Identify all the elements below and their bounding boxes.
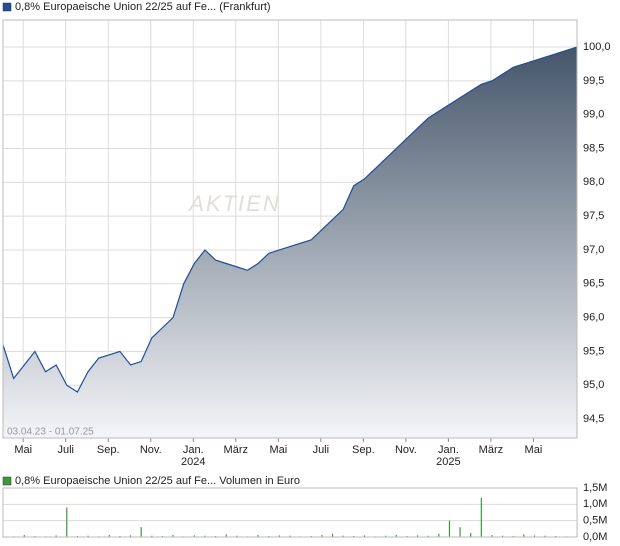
volume-bar	[501, 535, 504, 537]
y-tick-label: 98,5	[583, 142, 604, 154]
x-tick-label: Mai	[14, 444, 32, 456]
y-tick-label: 95,5	[583, 345, 604, 357]
volume-bar	[385, 535, 387, 537]
volume-bar	[172, 535, 174, 537]
volume-bar	[140, 527, 142, 537]
volume-bar	[151, 535, 153, 537]
x-tick-label: Nov.	[395, 444, 417, 456]
x-tick-label: Sep.	[352, 444, 375, 456]
y-tick-label: 95,0	[583, 379, 604, 391]
volume-bar	[427, 535, 429, 537]
year-label: 2025	[436, 456, 460, 468]
legend-label: 0,8% Europaeische Union 22/25 auf Fe... …	[15, 475, 300, 487]
volume-bar	[342, 535, 344, 537]
volume-bar	[236, 535, 238, 537]
plot-frame	[2, 487, 578, 538]
volume-bar	[363, 535, 366, 537]
y-tick-label: 96,5	[583, 278, 604, 290]
volume-bar	[87, 535, 89, 537]
x-tick-label: Juli	[313, 444, 330, 456]
y-tick-label: 96,0	[583, 312, 604, 324]
x-tick-label: Nov.	[140, 444, 162, 456]
volume-bar	[278, 535, 280, 537]
y-tick-label: 0,0M	[583, 531, 607, 543]
plot-frame	[2, 19, 578, 439]
date-range: 03.04.23 - 01.07.25	[7, 427, 94, 438]
volume-bar	[331, 533, 334, 537]
y-tick-label: 98,0	[583, 176, 604, 188]
volume-bar	[480, 497, 482, 537]
legend-swatch	[2, 476, 12, 486]
y-tick-label: 94,5	[583, 413, 604, 425]
volume-bar	[257, 535, 259, 537]
volume-bar	[66, 507, 68, 537]
volume-bar	[321, 535, 323, 537]
y-tick-label: 0,5M	[583, 515, 607, 527]
volume-bar	[438, 533, 440, 537]
x-tick-label: Juli	[57, 444, 74, 456]
x-tick-label: Jan.	[438, 444, 459, 456]
x-tick-label: Mai	[525, 444, 543, 456]
y-tick-label: 97,0	[583, 244, 604, 256]
y-tick-label: 1,5M	[583, 482, 607, 494]
legend-swatch	[2, 2, 12, 12]
volume-bar	[55, 535, 57, 537]
y-tick-label: 97,5	[583, 210, 604, 222]
y-tick-label: 99,0	[583, 109, 604, 121]
volume-bar	[416, 535, 419, 537]
y-tick-label: 100,0	[583, 41, 611, 53]
volume-bar	[523, 534, 525, 537]
year-label: 2024	[181, 456, 205, 468]
volume-bar	[533, 535, 536, 537]
volume-bar	[23, 535, 25, 537]
price-line	[2, 46, 578, 393]
watermark: AKTIEN	[187, 191, 280, 216]
x-tick-label: Mai	[269, 444, 287, 456]
volume-bar	[544, 535, 546, 537]
volume-bar	[448, 520, 451, 537]
volume-bar	[491, 535, 493, 537]
price-area	[3, 47, 577, 439]
y-tick-label: 1,0M	[583, 498, 607, 510]
volume-bar	[193, 535, 195, 537]
x-tick-label: März	[224, 444, 248, 456]
volume-bar	[129, 535, 132, 537]
x-tick-label: März	[479, 444, 503, 456]
legend-label: 0,8% Europaeische Union 22/25 auf Fe... …	[15, 1, 271, 13]
volume-bar	[204, 535, 206, 537]
volume-bar	[459, 527, 461, 537]
volume-bar	[289, 535, 291, 537]
volume-bar	[395, 535, 397, 537]
x-tick-label: Sep.	[97, 444, 120, 456]
y-tick-label: 99,5	[583, 75, 604, 87]
volume-bar	[108, 535, 110, 537]
x-tick-label: Jan.	[183, 444, 204, 456]
volume-bar	[225, 534, 227, 537]
volume-bar	[470, 533, 472, 537]
